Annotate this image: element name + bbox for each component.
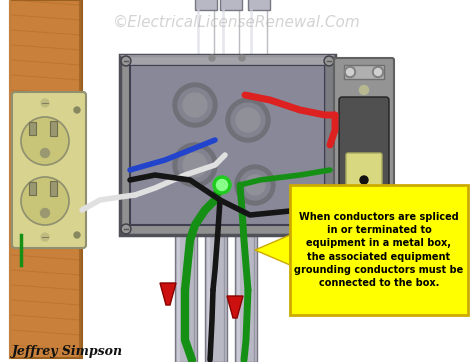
Circle shape <box>324 224 334 234</box>
Circle shape <box>121 56 131 66</box>
Circle shape <box>178 148 212 182</box>
FancyBboxPatch shape <box>334 58 394 272</box>
Circle shape <box>122 226 129 232</box>
Circle shape <box>41 99 49 107</box>
Circle shape <box>239 55 245 61</box>
Circle shape <box>326 58 332 64</box>
Circle shape <box>346 68 354 76</box>
Circle shape <box>122 58 129 64</box>
Polygon shape <box>120 55 335 65</box>
Circle shape <box>326 226 332 232</box>
Circle shape <box>121 224 131 234</box>
Circle shape <box>173 83 217 127</box>
Circle shape <box>74 232 80 238</box>
Bar <box>10 0 82 358</box>
FancyBboxPatch shape <box>339 97 389 233</box>
Circle shape <box>173 143 217 187</box>
Circle shape <box>346 269 354 275</box>
Circle shape <box>373 67 383 77</box>
Circle shape <box>40 209 49 218</box>
Circle shape <box>74 107 80 113</box>
Circle shape <box>359 85 368 94</box>
Circle shape <box>209 55 215 61</box>
Polygon shape <box>160 283 176 305</box>
Circle shape <box>21 177 69 225</box>
Circle shape <box>324 56 334 66</box>
Circle shape <box>217 180 228 190</box>
Circle shape <box>183 153 207 177</box>
Bar <box>205 232 227 362</box>
Circle shape <box>359 236 368 244</box>
Bar <box>220 0 242 10</box>
Polygon shape <box>227 296 243 318</box>
Circle shape <box>240 170 270 200</box>
Circle shape <box>41 233 49 241</box>
Circle shape <box>374 269 382 275</box>
Polygon shape <box>255 235 290 265</box>
Bar <box>50 181 57 196</box>
Circle shape <box>40 148 49 157</box>
Bar <box>70 227 84 243</box>
Text: Jeffrey Simpson: Jeffrey Simpson <box>12 345 123 358</box>
Bar <box>344 265 384 279</box>
Bar <box>120 55 335 235</box>
Circle shape <box>72 105 82 115</box>
Circle shape <box>345 266 356 278</box>
FancyBboxPatch shape <box>346 153 382 207</box>
Circle shape <box>213 176 231 194</box>
Circle shape <box>178 88 212 122</box>
Circle shape <box>345 67 356 77</box>
Bar <box>248 0 270 10</box>
Bar <box>130 65 325 225</box>
Circle shape <box>226 98 270 142</box>
Bar <box>70 102 84 118</box>
Circle shape <box>374 68 382 76</box>
Circle shape <box>360 176 368 184</box>
Bar <box>344 65 384 79</box>
Polygon shape <box>325 55 335 235</box>
Bar <box>50 121 57 136</box>
Bar <box>195 0 217 10</box>
Bar <box>29 182 36 195</box>
Circle shape <box>72 230 82 240</box>
Circle shape <box>236 108 260 132</box>
Bar <box>29 122 36 135</box>
Circle shape <box>21 117 69 165</box>
Circle shape <box>373 266 383 278</box>
Bar <box>175 232 197 362</box>
Circle shape <box>245 175 265 195</box>
Bar <box>235 232 257 362</box>
FancyBboxPatch shape <box>12 92 86 248</box>
Text: When conductors are spliced
in or terminated to
equipment in a metal box,
the as: When conductors are spliced in or termin… <box>294 212 464 288</box>
Circle shape <box>183 93 207 117</box>
Text: ©ElectricalLicenseRenewal.Com: ©ElectricalLicenseRenewal.Com <box>113 14 361 29</box>
Bar <box>290 185 468 315</box>
Circle shape <box>235 165 275 205</box>
Circle shape <box>231 103 265 137</box>
